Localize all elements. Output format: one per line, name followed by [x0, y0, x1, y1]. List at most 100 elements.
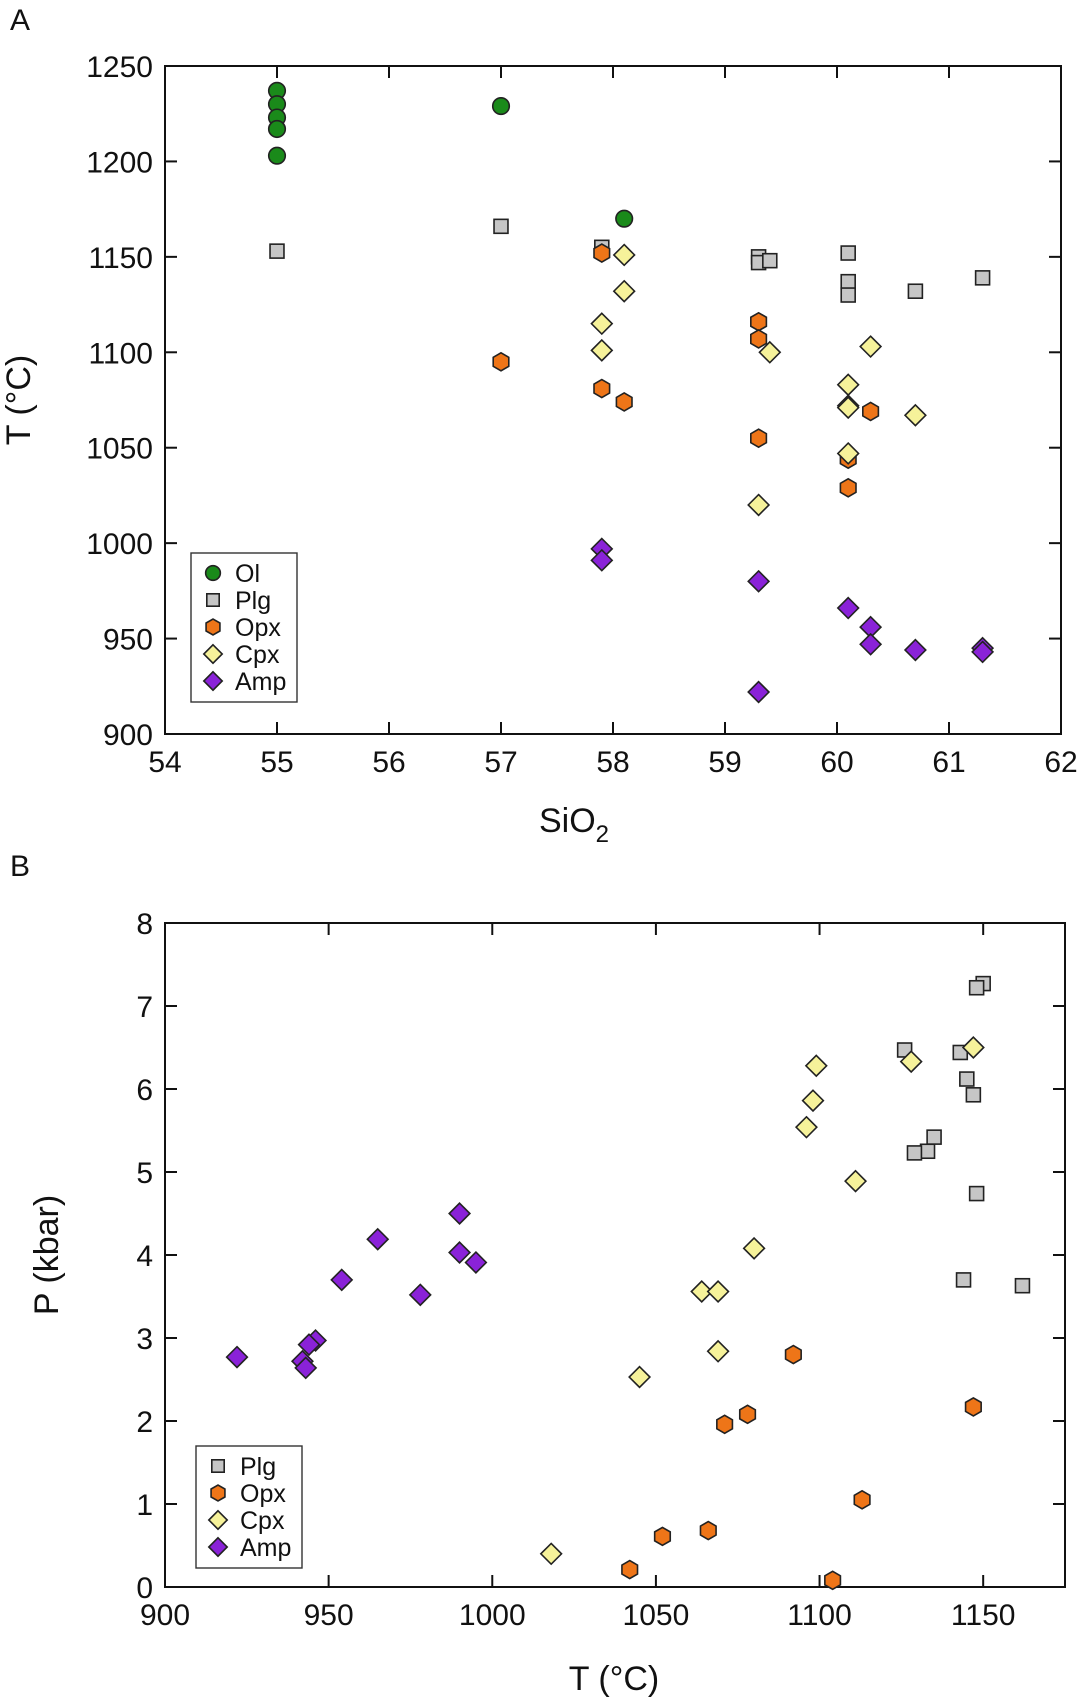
- a-ytick-label: 1150: [88, 242, 153, 275]
- a-point-amp: [836, 596, 860, 620]
- panel-a-frame: [164, 65, 1062, 735]
- b-point-plg: [965, 1087, 982, 1103]
- b-point-opx: [964, 1396, 982, 1417]
- a-point-ol: [267, 119, 287, 139]
- a-point-ol: [615, 209, 634, 228]
- b-point-cpx: [804, 1054, 828, 1078]
- a-xtick-label: 54: [148, 746, 181, 779]
- b-point-plg: [959, 1071, 975, 1087]
- b-ytick-label: 8: [136, 908, 153, 941]
- a-xtick-label: 56: [372, 746, 405, 779]
- a-ytick-label: 900: [103, 719, 153, 752]
- a-point-cpx: [590, 312, 614, 336]
- b-point-opx: [853, 1489, 871, 1510]
- a-point-amp: [971, 640, 995, 664]
- a-point-cpx: [836, 441, 860, 465]
- b-point-cpx: [844, 1169, 868, 1193]
- a-point-cpx: [590, 338, 614, 362]
- b-xtick-label: 950: [304, 1599, 354, 1632]
- b-point-cpx: [794, 1115, 818, 1139]
- a-point-amp: [747, 680, 771, 704]
- b-legend-marker-plg: [211, 1459, 226, 1474]
- a-xtick-label: 55: [260, 746, 293, 779]
- panel-b: B 900 950 1000 1050 1100 1150 0 1 2 3 4 5 6 7 8 PlgOpx…: [10, 850, 1066, 1698]
- b-legend-marker-amp: [207, 1536, 229, 1558]
- a-point-plg: [840, 287, 856, 303]
- panel-a: A 54 55 56 57 58 59 60 61 62 900 950 1000 1050 1100 11…: [0, 4, 1078, 848]
- a-ytick-label: 1250: [86, 51, 153, 84]
- a-legend-label-amp: Amp: [235, 668, 286, 696]
- a-point-plg: [840, 245, 856, 261]
- b-point-opx: [716, 1414, 734, 1435]
- a-ytick-label: 950: [103, 624, 153, 657]
- b-legend-marker-opx: [210, 1484, 226, 1502]
- b-legend-label-cpx: Cpx: [240, 1507, 285, 1535]
- a-point-plg: [907, 283, 924, 299]
- b-point-cpx: [801, 1089, 825, 1113]
- b-point-plg: [926, 1129, 942, 1145]
- a-xtick-label: 60: [820, 746, 853, 779]
- a-point-cpx: [758, 340, 782, 364]
- panel-b-ticks: 900 950 1000 1050 1100 1150 0 1 2 3 4 5 6 7 8: [136, 908, 1065, 1632]
- a-legend-label-cpx: Cpx: [235, 641, 280, 669]
- a-point-opx: [839, 477, 857, 498]
- a-point-cpx: [903, 403, 927, 427]
- a-point-cpx: [747, 493, 771, 517]
- a-legend-marker-cpx: [202, 643, 224, 665]
- a-ytick-label: 1100: [88, 337, 153, 370]
- a-legend-marker-plg: [206, 592, 221, 607]
- b-point-cpx: [742, 1236, 766, 1260]
- b-point-cpx: [899, 1050, 923, 1074]
- b-legend-marker-cpx: [207, 1509, 229, 1531]
- b-ytick-label: 4: [136, 1240, 153, 1273]
- a-point-plg: [840, 273, 856, 290]
- a-legend-marker-amp: [202, 670, 224, 692]
- b-point-plg: [968, 1185, 985, 1202]
- panel-b-points: [225, 975, 1031, 1591]
- a-point-opx: [593, 243, 611, 263]
- b-point-plg: [919, 1143, 936, 1160]
- a-point-amp: [590, 548, 614, 572]
- b-point-plg: [968, 979, 985, 996]
- b-ytick-label: 5: [136, 1157, 153, 1190]
- panel-a-letter: A: [10, 4, 30, 37]
- a-ytick-label: 1000: [86, 528, 153, 561]
- a-xtick-label: 59: [708, 746, 741, 779]
- a-point-plg: [974, 270, 991, 286]
- b-point-plg: [955, 1272, 972, 1288]
- b-xtick-label: 1050: [623, 1599, 690, 1632]
- b-point-amp: [464, 1250, 488, 1274]
- a-point-amp: [903, 638, 927, 662]
- a-point-cpx: [836, 396, 860, 420]
- a-legend-label-plg: Plg: [235, 587, 271, 615]
- a-point-cpx: [612, 279, 636, 303]
- b-point-amp: [408, 1283, 432, 1307]
- a-point-cpx: [612, 243, 636, 267]
- b-point-opx: [824, 1570, 842, 1591]
- a-xtick-label: 61: [932, 746, 965, 779]
- b-point-amp: [330, 1268, 354, 1292]
- a-point-plg: [493, 218, 509, 235]
- a-ytick-label: 1050: [86, 433, 153, 466]
- panel-a-ticks: 54 55 56 57 58 59 60 61 62 900 950 1000 1050 1100 1150…: [86, 51, 1077, 779]
- a-point-opx: [750, 428, 768, 449]
- b-point-amp: [366, 1227, 390, 1251]
- b-point-opx: [621, 1559, 639, 1580]
- b-point-amp: [294, 1356, 318, 1380]
- a-ytick-label: 1200: [86, 146, 153, 179]
- panel-a-xlabel: SiO2: [539, 802, 609, 848]
- b-ytick-label: 3: [136, 1323, 153, 1356]
- b-point-plg: [1014, 1277, 1031, 1294]
- b-ytick-label: 2: [136, 1406, 153, 1439]
- a-point-amp: [859, 632, 883, 656]
- a-point-ol: [267, 146, 287, 165]
- a-xtick-label: 62: [1044, 746, 1077, 779]
- b-point-plg: [906, 1145, 923, 1161]
- a-point-opx: [750, 329, 768, 349]
- b-point-cpx: [706, 1339, 730, 1363]
- a-point-opx: [615, 391, 633, 412]
- b-ytick-label: 6: [136, 1074, 153, 1107]
- a-point-plg: [762, 252, 778, 269]
